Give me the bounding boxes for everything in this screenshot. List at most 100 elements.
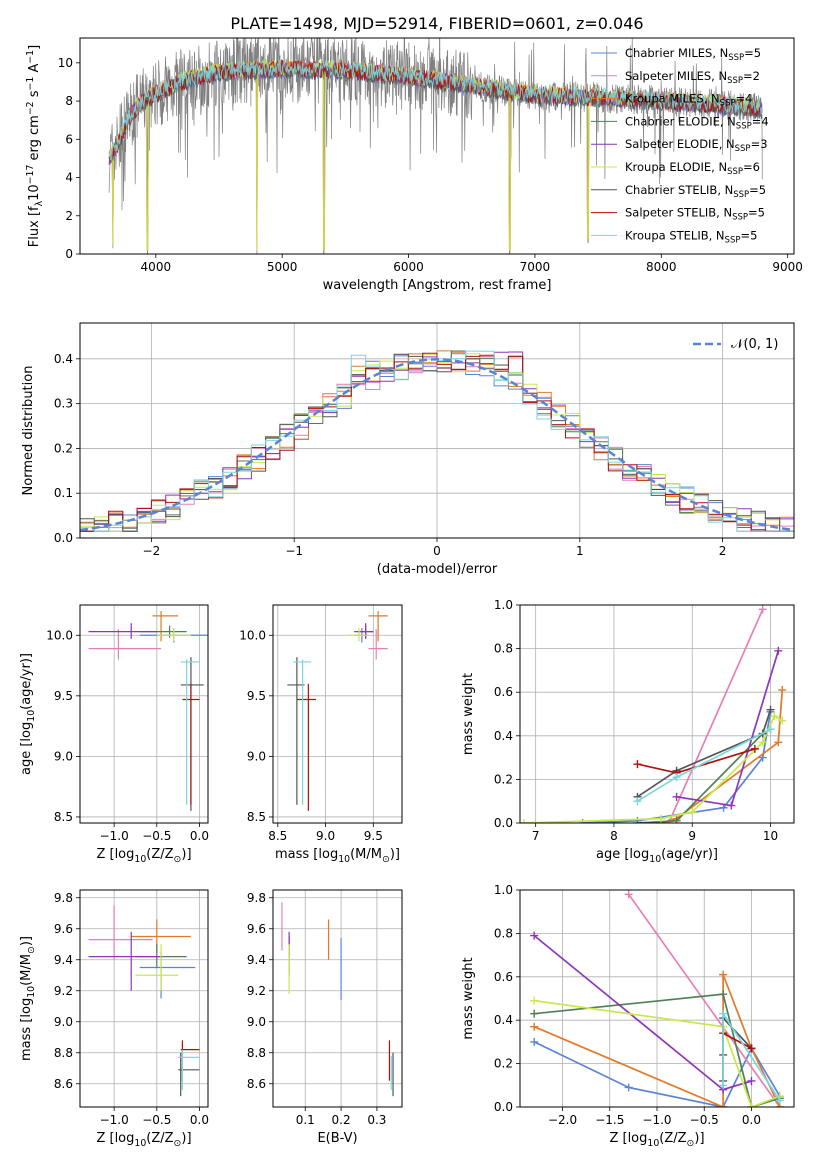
y-tick-label: 8.6 bbox=[54, 1077, 73, 1091]
weight-series-line bbox=[533, 934, 752, 1091]
x-tick-label: −2.0 bbox=[548, 1113, 577, 1127]
weight-marker bbox=[530, 931, 539, 940]
weight-marker bbox=[778, 716, 787, 725]
grid bbox=[273, 605, 402, 823]
x-tick-label: 1 bbox=[576, 544, 584, 558]
y-axis-label: mass weight bbox=[461, 673, 476, 755]
plot-area bbox=[520, 605, 787, 823]
y-tick-label: 1.0 bbox=[494, 883, 513, 897]
weight-series-line bbox=[533, 1041, 781, 1107]
y-tick-label: 0.1 bbox=[54, 486, 73, 500]
label-part: (Z/Z bbox=[146, 1131, 173, 1146]
legend-entry: Kroupa ELODIE, NSSP=6 bbox=[625, 160, 760, 177]
x-tick-label: −1.0 bbox=[100, 1113, 129, 1127]
weight-marker bbox=[624, 1083, 633, 1092]
normal-curve-legend-label: 𝒩(0, 1) bbox=[731, 337, 778, 352]
label-part: s bbox=[27, 90, 42, 101]
legend-nssp: =4 bbox=[752, 114, 769, 128]
weight-marker bbox=[719, 1081, 728, 1090]
label-part: (age/yr)] bbox=[661, 847, 718, 862]
x-tick-label: 8 bbox=[610, 829, 618, 843]
weight-marker bbox=[719, 1103, 728, 1107]
y-tick-label: 9.6 bbox=[247, 922, 266, 936]
y-tick-label: 8.8 bbox=[54, 1046, 73, 1060]
y-tick-label: 8.6 bbox=[247, 1077, 266, 1091]
legend-sub: SSP bbox=[725, 235, 741, 245]
panel-weight-vs-Z: −2.0 −1.5 −1.0 −0.5 0.0 0.0 0.2 0.4 0.6 0.8 1.0 Z [… bbox=[461, 883, 795, 1149]
y-tick-label: 1.0 bbox=[494, 598, 513, 612]
label-part: )] bbox=[694, 1131, 704, 1146]
x-axis-label: age [log10(age/yr)] bbox=[596, 847, 718, 865]
label-part: −17 bbox=[25, 165, 36, 185]
axes-frame bbox=[519, 604, 795, 824]
weight-marker bbox=[775, 1096, 784, 1105]
label-part: erg cm bbox=[27, 115, 42, 164]
axes-frame bbox=[79, 37, 795, 255]
label-part: −2 bbox=[25, 101, 36, 115]
label-part: ] bbox=[27, 45, 42, 50]
x-axis-label: Z [log10(Z/Z⊙)] bbox=[96, 1131, 191, 1149]
legend-model: Chabrier ELODIE, N bbox=[625, 114, 736, 128]
y-tick-label: 0.0 bbox=[54, 531, 73, 545]
y-tick-label: 9.5 bbox=[247, 689, 266, 703]
x-tick-label: 8.5 bbox=[268, 829, 287, 843]
label-part: mass [log bbox=[275, 847, 338, 862]
weight-marker bbox=[727, 801, 736, 810]
legend-entry: Chabrier ELODIE, NSSP=4 bbox=[625, 114, 769, 131]
weight-marker bbox=[758, 605, 767, 614]
label-part: )] bbox=[390, 847, 400, 862]
label-part: Z [log bbox=[96, 1131, 134, 1146]
weight-marker bbox=[747, 1044, 756, 1053]
legend-entry: Salpeter STELIB, NSSP=5 bbox=[625, 206, 765, 223]
legend-entry: Chabrier STELIB, NSSP=5 bbox=[625, 183, 766, 200]
x-tick-label: −1.0 bbox=[100, 829, 129, 843]
weight-marker bbox=[774, 646, 783, 655]
plot-area bbox=[108, 38, 763, 254]
label-part: λ bbox=[34, 200, 45, 206]
histogram-salpeter-stelib bbox=[80, 352, 794, 538]
y-tick-label: 0.3 bbox=[54, 397, 73, 411]
legend-nssp: =5 bbox=[748, 206, 765, 220]
label-part: mass [log bbox=[19, 998, 34, 1061]
panel-age-vs-mass: 8.5 9.0 9.5 8.5 9.0 9.5 10.0 mass [log10(M/M⊙)] bbox=[239, 604, 403, 865]
histogram-kroupa-stelib bbox=[80, 350, 794, 538]
legend-model: Kroupa STELIB, N bbox=[625, 228, 725, 242]
x-tick-label: 0.0 bbox=[742, 1113, 761, 1127]
y-tick-label: 9.8 bbox=[247, 891, 266, 905]
axes-frame bbox=[79, 322, 795, 539]
axes-frame bbox=[519, 889, 795, 1108]
x-tick-label: 9000 bbox=[772, 260, 803, 274]
figure-title: PLATE=1498, MJD=52914, FIBERID=0601, z=0… bbox=[230, 14, 643, 33]
y-tick-label: 0.2 bbox=[494, 1057, 513, 1071]
legend-nssp: =5 bbox=[740, 228, 757, 242]
x-tick-label: 0.0 bbox=[190, 829, 209, 843]
legend-model: Kroupa MILES, N bbox=[625, 92, 720, 106]
weight-series-line bbox=[523, 715, 783, 823]
weight-marker bbox=[766, 705, 775, 714]
weight-marker bbox=[750, 744, 759, 753]
plot-area bbox=[287, 611, 388, 811]
legend-sub: SSP bbox=[732, 213, 748, 223]
label-part: age [log bbox=[19, 722, 34, 775]
weight-marker bbox=[766, 725, 775, 734]
legend-model: Salpeter MILES, N bbox=[625, 69, 727, 83]
y-tick-label: 0.2 bbox=[494, 772, 513, 786]
label-part: Z [log bbox=[96, 847, 134, 862]
weight-marker bbox=[656, 814, 665, 823]
weight-marker bbox=[530, 1037, 539, 1046]
weight-marker bbox=[758, 738, 767, 747]
label-part: 10 bbox=[26, 986, 37, 998]
axes-frame bbox=[79, 889, 209, 1108]
plot-area bbox=[88, 611, 208, 811]
weight-marker bbox=[672, 792, 681, 801]
x-tick-label: 9.5 bbox=[364, 829, 383, 843]
x-tick-label: 0.1 bbox=[296, 1113, 315, 1127]
x-tick-label: −1.0 bbox=[642, 1113, 671, 1127]
weight-series-line bbox=[636, 709, 772, 798]
x-axis-label: wavelength [Angstrom, rest frame] bbox=[323, 278, 552, 293]
legend-entry: Salpeter ELODIE, NSSP=3 bbox=[625, 137, 768, 154]
grid bbox=[80, 890, 208, 1107]
y-tick-label: 4 bbox=[65, 171, 73, 185]
legend-model: Kroupa ELODIE, N bbox=[625, 160, 727, 174]
legend-model: Salpeter STELIB, N bbox=[625, 206, 732, 220]
